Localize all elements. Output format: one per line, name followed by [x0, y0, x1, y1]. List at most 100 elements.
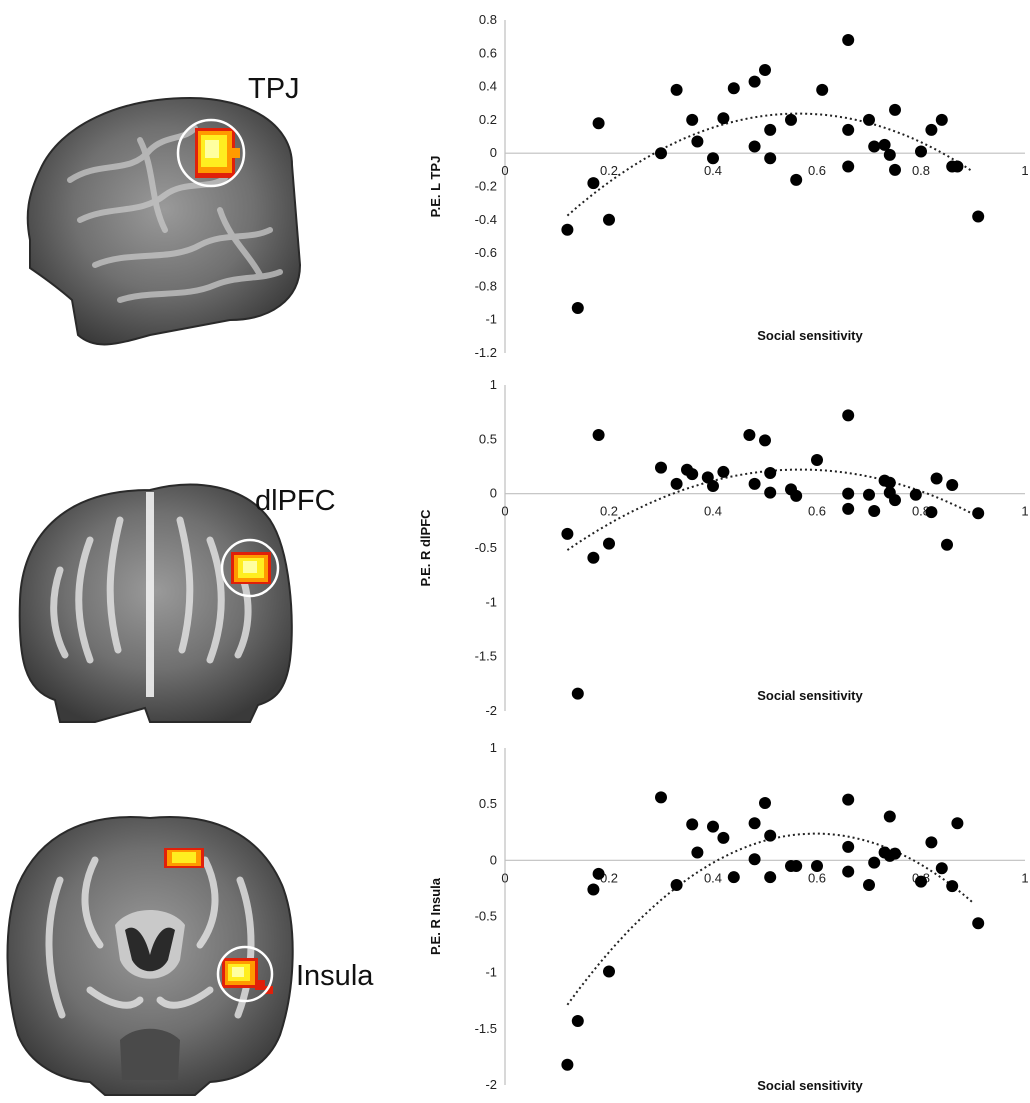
data-point [842, 123, 855, 136]
y-tick-label: -0.8 [475, 278, 497, 293]
x-tick-label: 0.2 [600, 504, 618, 519]
activation-blob-superior [164, 848, 204, 868]
data-point [883, 148, 896, 161]
data-point [785, 113, 797, 126]
data-point [603, 537, 615, 550]
data-point [878, 138, 891, 151]
data-point [883, 476, 896, 489]
data-point [764, 829, 777, 842]
data-point [561, 223, 574, 236]
brain-coronal-dlpfc: dlPFC [18, 483, 336, 723]
activation-blob [195, 128, 240, 178]
x-axis-title: Social sensitivity [757, 688, 863, 703]
data-point [842, 502, 855, 515]
y-tick-label: -0.2 [475, 179, 497, 194]
data-point [587, 177, 600, 190]
data-point [811, 859, 823, 872]
data-point [842, 840, 855, 853]
data-point [561, 1058, 574, 1071]
y-tick-label: -1.5 [475, 649, 497, 664]
midline [146, 492, 154, 697]
roi-circle [216, 945, 274, 1003]
x-tick-label: 0.4 [704, 870, 722, 885]
data-point [842, 487, 855, 500]
y-axis-title: P.E. L TPJ [428, 156, 443, 218]
data-point [571, 302, 584, 315]
trend-line [566, 832, 974, 1006]
x-tick-label: 0.6 [808, 163, 826, 178]
data-point [691, 135, 704, 148]
ventricles [125, 927, 175, 972]
scatter-charts: 0.8 0.6 0.4 0.2 0 -0.2 -0.4 -0.6 -0.8 -1 -1.2 0 0.2 0… [418, 12, 1029, 1093]
y-tick-label: -0.5 [475, 540, 497, 555]
data-point [868, 856, 881, 869]
data-point [587, 551, 600, 564]
y-tick-label: 0.5 [479, 796, 497, 811]
data-point [951, 817, 964, 830]
y-axis-title: P.E. R dlPFC [418, 509, 433, 587]
data-point [655, 147, 667, 160]
roi-circle [176, 118, 246, 188]
data-point [925, 123, 938, 136]
data-point [915, 875, 927, 888]
data-point [743, 428, 756, 441]
data-point [691, 846, 704, 859]
data-point [930, 472, 943, 485]
y-tick-label: 0.5 [479, 431, 497, 446]
data-point [707, 480, 719, 493]
data-point [842, 793, 855, 806]
data-point [764, 152, 777, 165]
data-point [759, 797, 771, 810]
brain-label-dlpfc: dlPFC [255, 485, 336, 517]
data-point [571, 1014, 584, 1027]
y-tick-label: 0.2 [479, 112, 497, 127]
data-point [686, 113, 699, 126]
central-gray [115, 910, 185, 979]
y-tick-label: -2 [485, 703, 497, 718]
y-tick-label: 0 [490, 852, 497, 867]
x-tick-label: 0.2 [600, 163, 618, 178]
x-tick-label: 1 [1021, 504, 1028, 519]
data-point [748, 477, 761, 490]
data-point [764, 486, 777, 499]
y-tick-label: -0.5 [475, 909, 497, 924]
x-tick-label: 0 [501, 163, 508, 178]
data-point [842, 865, 855, 878]
data-point [603, 213, 615, 226]
y-axis-title: P.E. R Insula [428, 877, 443, 955]
data-point [717, 465, 730, 478]
x-tick-label: 0.4 [704, 504, 722, 519]
data-point [842, 33, 855, 46]
data-point [707, 152, 719, 165]
data-point [561, 527, 574, 540]
data-point [790, 489, 803, 502]
data-point [925, 506, 938, 519]
data-point [951, 160, 964, 173]
chart-tpj: 0.8 0.6 0.4 0.2 0 -0.2 -0.4 -0.6 -0.8 -1 -1.2 0 0.2 0… [428, 12, 1029, 360]
x-axis-title: Social sensitivity [757, 1078, 863, 1093]
data-point [670, 879, 683, 892]
y-tick-label: -2 [485, 1077, 497, 1092]
data-point [925, 836, 938, 849]
data-point [889, 103, 901, 116]
data-point [748, 853, 761, 866]
data-point [670, 83, 683, 96]
roi-circle [220, 538, 280, 598]
data-point [686, 818, 699, 831]
y-tick-label: 1 [490, 377, 497, 392]
data-point [592, 428, 605, 441]
x-tick-label: 0 [501, 504, 508, 519]
data-point [946, 478, 959, 491]
data-point [670, 477, 683, 490]
data-point [883, 810, 896, 823]
y-tick-label: 0.6 [479, 45, 497, 60]
data-point [816, 83, 829, 96]
x-tick-label: 1 [1021, 870, 1028, 885]
y-tick-label: -1 [485, 965, 497, 980]
x-tick-label: 0.8 [912, 163, 930, 178]
data-point [868, 140, 881, 153]
x-axis-title: Social sensitivity [757, 328, 863, 343]
data-point [571, 687, 584, 700]
data-point [655, 461, 667, 474]
